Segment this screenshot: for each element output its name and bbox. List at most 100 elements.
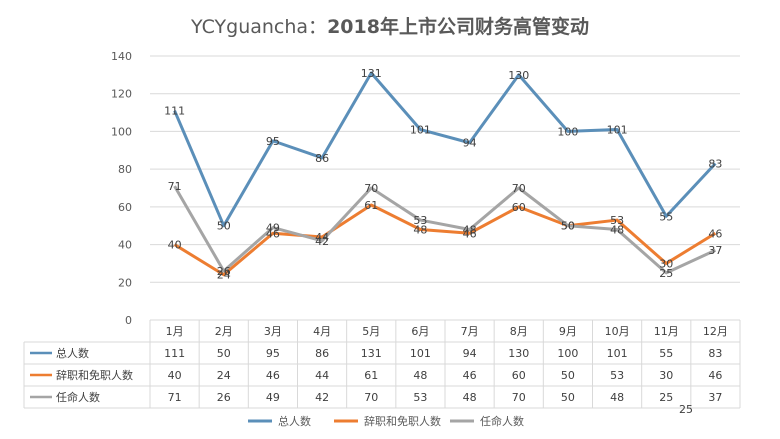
table-cell-value: 49 (266, 391, 280, 404)
legend-label: 总人数 (278, 414, 311, 428)
y-tick-label: 0 (125, 314, 132, 327)
data-label: 60 (512, 201, 526, 214)
data-label: 131 (361, 67, 382, 80)
y-tick-label: 140 (111, 50, 132, 63)
x-tick-label: 6月 (411, 325, 429, 338)
legend-label: 任命人数 (480, 414, 524, 428)
gridlines (150, 55, 740, 283)
series-line (173, 185, 717, 275)
data-label: 46 (463, 227, 477, 240)
table-cell-value: 83 (708, 347, 722, 360)
data-label: 46 (708, 227, 722, 240)
table-cell-value: 95 (266, 347, 280, 360)
data-label: 53 (610, 214, 624, 227)
table-cell-value: 53 (413, 391, 427, 404)
table-cell-value: 131 (361, 347, 382, 360)
x-tick-label: 5月 (362, 325, 380, 338)
table-cell-value: 48 (413, 369, 427, 382)
data-label: 100 (557, 125, 578, 138)
y-tick-label: 20 (118, 276, 132, 289)
x-tick-label: 1月 (166, 325, 184, 338)
data-label: 61 (364, 199, 378, 212)
y-tick-label: 120 (111, 88, 132, 101)
data-label: 26 (217, 265, 231, 278)
data-label: 101 (410, 124, 431, 137)
table-cell-value: 130 (508, 347, 529, 360)
table-cell-value: 46 (463, 369, 477, 382)
table-series-name: 辞职和免职人数 (56, 368, 133, 382)
table-cell-value: 25 (659, 391, 673, 404)
data-label: 111 (164, 105, 185, 118)
table-series-name: 任命人数 (56, 390, 100, 404)
table-cell-value: 50 (561, 369, 575, 382)
chart-title-prefix: YCYguancha： (190, 16, 327, 38)
table-cell-value: 111 (164, 347, 185, 360)
table-cell-value: 71 (168, 391, 182, 404)
table-series-name: 总人数 (56, 346, 89, 360)
table-cell-value: 24 (217, 369, 231, 382)
data-label: 37 (708, 244, 722, 257)
chart-title: YCYguancha：2018年上市公司财务高管变动 (190, 15, 589, 38)
table-cell-value: 53 (610, 369, 624, 382)
data-label: 44 (315, 231, 329, 244)
table-cell-value: 86 (315, 347, 329, 360)
legend: 总人数 辞职和免职人数 任命人数 (248, 414, 524, 428)
table-cell-value: 42 (315, 391, 329, 404)
table-cell-value: 46 (266, 369, 280, 382)
table-cell-value: 46 (708, 369, 722, 382)
table-cell-value: 55 (659, 347, 673, 360)
table-cell-value: 101 (410, 347, 431, 360)
table-cell-value: 30 (659, 369, 673, 382)
table-cell-value: 101 (607, 347, 628, 360)
y-tick-label: 100 (111, 125, 132, 138)
data-label: 70 (364, 182, 378, 195)
table-cell-value: 60 (512, 369, 526, 382)
data-label: 48 (413, 223, 427, 236)
y-tick-label: 60 (118, 201, 132, 214)
data-label: 130 (508, 69, 529, 82)
data-label: 50 (561, 220, 575, 233)
data-label: 48 (610, 223, 624, 236)
x-tick-label: 10月 (605, 325, 630, 338)
data-label: 71 (168, 180, 182, 193)
data-label: 53 (413, 214, 427, 227)
data-label: 86 (315, 152, 329, 165)
table-cell-value: 26 (217, 391, 231, 404)
data-label: 24 (217, 269, 231, 282)
series-lines (173, 71, 717, 277)
stray-value-label: 25 (679, 403, 693, 416)
data-label: 101 (607, 124, 628, 137)
y-tick-label: 40 (118, 239, 132, 252)
table-cell-value: 40 (168, 369, 182, 382)
series-line (173, 203, 717, 277)
y-tick-label: 80 (118, 163, 132, 176)
data-label: 95 (266, 135, 280, 148)
table-cell-value: 50 (217, 347, 231, 360)
table-cell-value: 100 (557, 347, 578, 360)
x-tick-label: 4月 (313, 325, 331, 338)
x-tick-label: 3月 (264, 325, 282, 338)
table-cell-value: 48 (610, 391, 624, 404)
data-label: 70 (512, 182, 526, 195)
data-label: 83 (708, 157, 722, 170)
data-label: 30 (659, 257, 673, 270)
data-label: 50 (217, 220, 231, 233)
table-cell-value: 70 (364, 391, 378, 404)
data-label: 25 (659, 267, 673, 280)
x-tick-label: 8月 (510, 325, 528, 338)
table-cell-value: 37 (708, 391, 722, 404)
data-labels: 111 50 95 86 131 101 94 130 100 101 55 83 40 24 46 44 61… (164, 67, 722, 282)
data-label: 46 (266, 227, 280, 240)
chart-title-main: 2018年上市公司财务高管变动 (327, 15, 589, 38)
legend-label: 辞职和免职人数 (364, 414, 441, 428)
table-cell-value: 44 (315, 369, 329, 382)
y-axis-ticks: 0 20 40 60 80 100 120 140 (111, 50, 132, 327)
table-cell-value: 70 (512, 391, 526, 404)
table-cell-value: 94 (463, 347, 477, 360)
data-label: 94 (463, 137, 477, 150)
data-label: 48 (463, 223, 477, 236)
x-tick-label: 12月 (703, 325, 728, 338)
table-cell-value: 48 (463, 391, 477, 404)
